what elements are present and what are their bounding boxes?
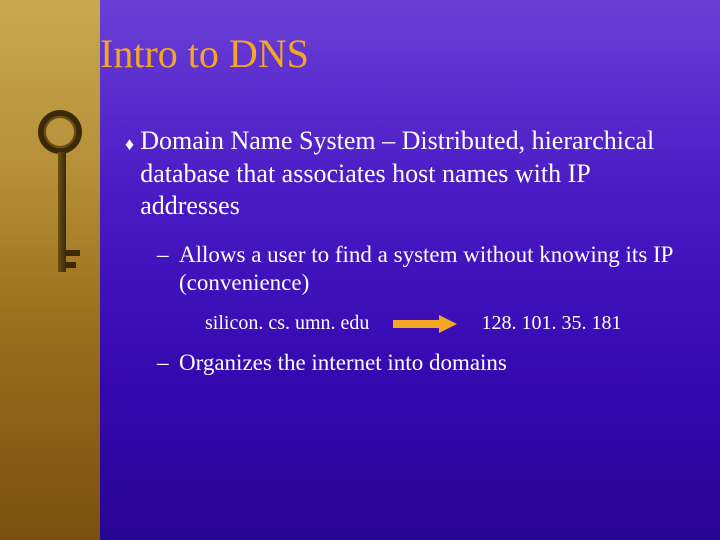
slide-title: Intro to DNS <box>100 30 309 77</box>
arrow-right-icon <box>393 315 457 333</box>
example-ip: 128. 101. 35. 181 <box>481 312 621 335</box>
bullet-level-2: – Organizes the internet into domains <box>157 349 685 378</box>
dash-bullet-icon: – <box>157 241 171 299</box>
example-hostname: silicon. cs. umn. edu <box>205 312 369 335</box>
dns-example-row: silicon. cs. umn. edu 128. 101. 35. 181 <box>205 312 685 335</box>
dash-bullet-icon: – <box>157 349 171 378</box>
sub-bullets: – Allows a user to find a system without… <box>157 241 685 378</box>
key-icon <box>38 110 82 154</box>
slide-body: ♦ Domain Name System – Distributed, hier… <box>125 125 685 384</box>
bullet-level-2: – Allows a user to find a system without… <box>157 241 685 299</box>
diamond-bullet-icon: ♦ <box>125 125 134 223</box>
slide: Intro to DNS ♦ Domain Name System – Dist… <box>0 0 720 540</box>
bullet-level-1: ♦ Domain Name System – Distributed, hier… <box>125 125 685 223</box>
bullet-1-text: Domain Name System – Distributed, hierar… <box>140 125 685 223</box>
background-left-panel <box>0 0 100 540</box>
sub-bullet-1-text: Allows a user to find a system without k… <box>179 241 685 299</box>
sub-bullet-2-text: Organizes the internet into domains <box>179 349 507 378</box>
